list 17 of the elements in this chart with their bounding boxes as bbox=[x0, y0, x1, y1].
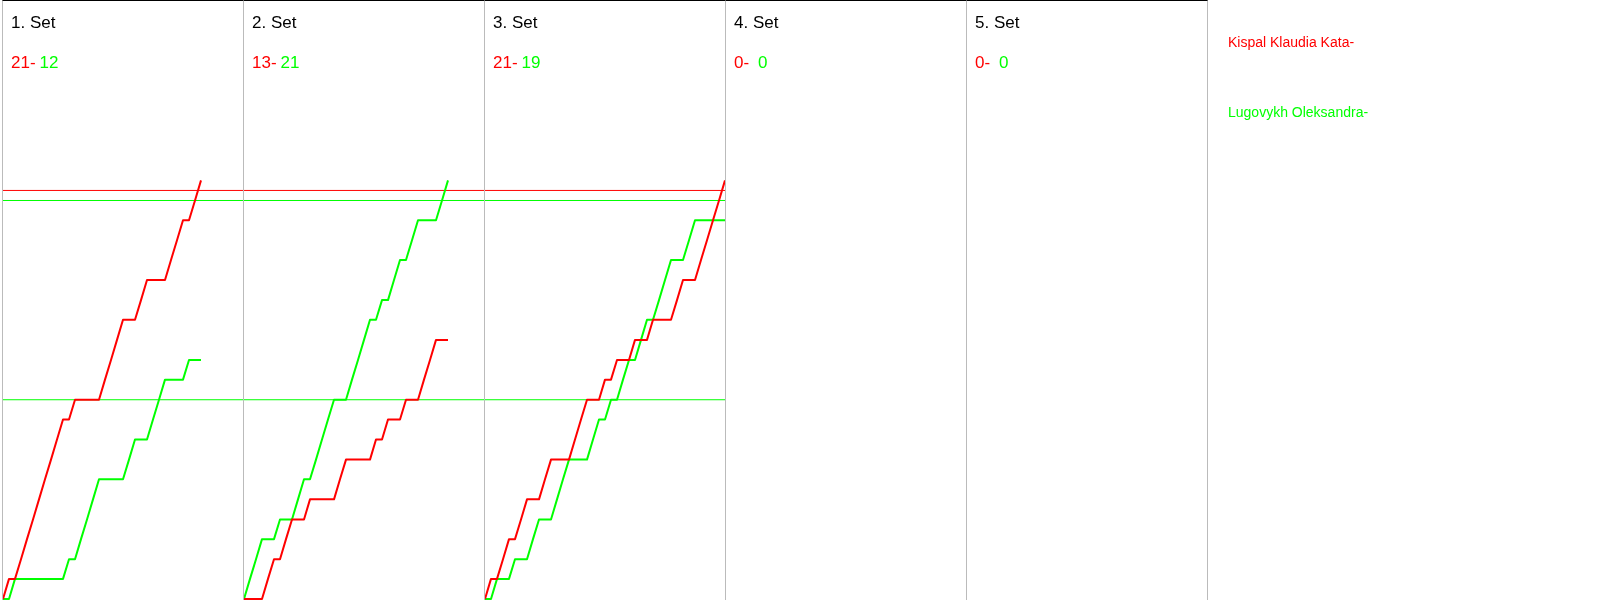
chart-title: 2. Set bbox=[252, 13, 297, 33]
text: Kispal Klaudia Kata- bbox=[1228, 34, 1356, 52]
text: 12 bbox=[39, 53, 60, 73]
text: 19 bbox=[521, 53, 542, 73]
text: 13- bbox=[252, 53, 277, 73]
chart-title: 1. Set bbox=[11, 13, 56, 33]
chart-title: 3. Set bbox=[493, 13, 538, 33]
text: 21- bbox=[493, 53, 518, 73]
text: 0- bbox=[734, 53, 751, 73]
text: Lugovykh Oleksandra- bbox=[1228, 104, 1369, 122]
text: 0 bbox=[999, 53, 1010, 73]
text: 5. Set bbox=[975, 13, 1020, 33]
text: 21 bbox=[280, 53, 301, 73]
text: 0- bbox=[975, 53, 992, 73]
text: 4. Set bbox=[734, 13, 779, 33]
text: 21- bbox=[11, 53, 36, 73]
text: 0 bbox=[758, 53, 769, 73]
